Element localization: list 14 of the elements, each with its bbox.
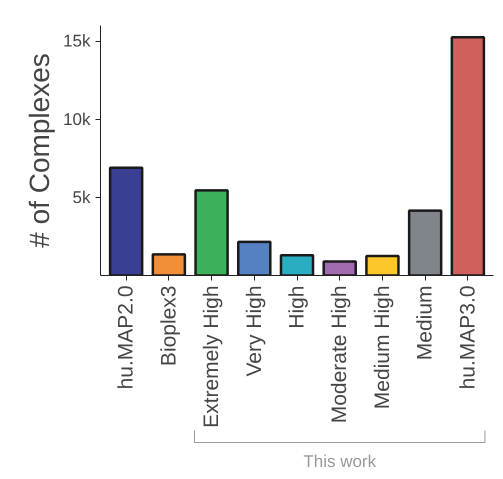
y-tick-label: 10k bbox=[63, 110, 91, 129]
y-axis-title: # of Complexes bbox=[24, 53, 56, 248]
y-tick-label: 5k bbox=[72, 188, 91, 207]
x-tick-label: Bioplex3 bbox=[157, 285, 180, 366]
x-tick-label: hu.MAP2.0 bbox=[114, 285, 138, 390]
x-tick-label: Very High bbox=[242, 286, 266, 377]
x-tick-label: Medium High bbox=[370, 285, 394, 410]
x-tick-label: Moderate High bbox=[328, 285, 352, 424]
text: This work bbox=[303, 452, 377, 472]
x-tick-label: High bbox=[286, 285, 308, 329]
x-tick-label: Medium bbox=[414, 285, 437, 360]
y-tick-label: 15k bbox=[63, 32, 91, 51]
x-tick-label: Extremely High bbox=[200, 285, 224, 428]
x-tick-label: hu.MAP3.0 bbox=[456, 285, 480, 390]
